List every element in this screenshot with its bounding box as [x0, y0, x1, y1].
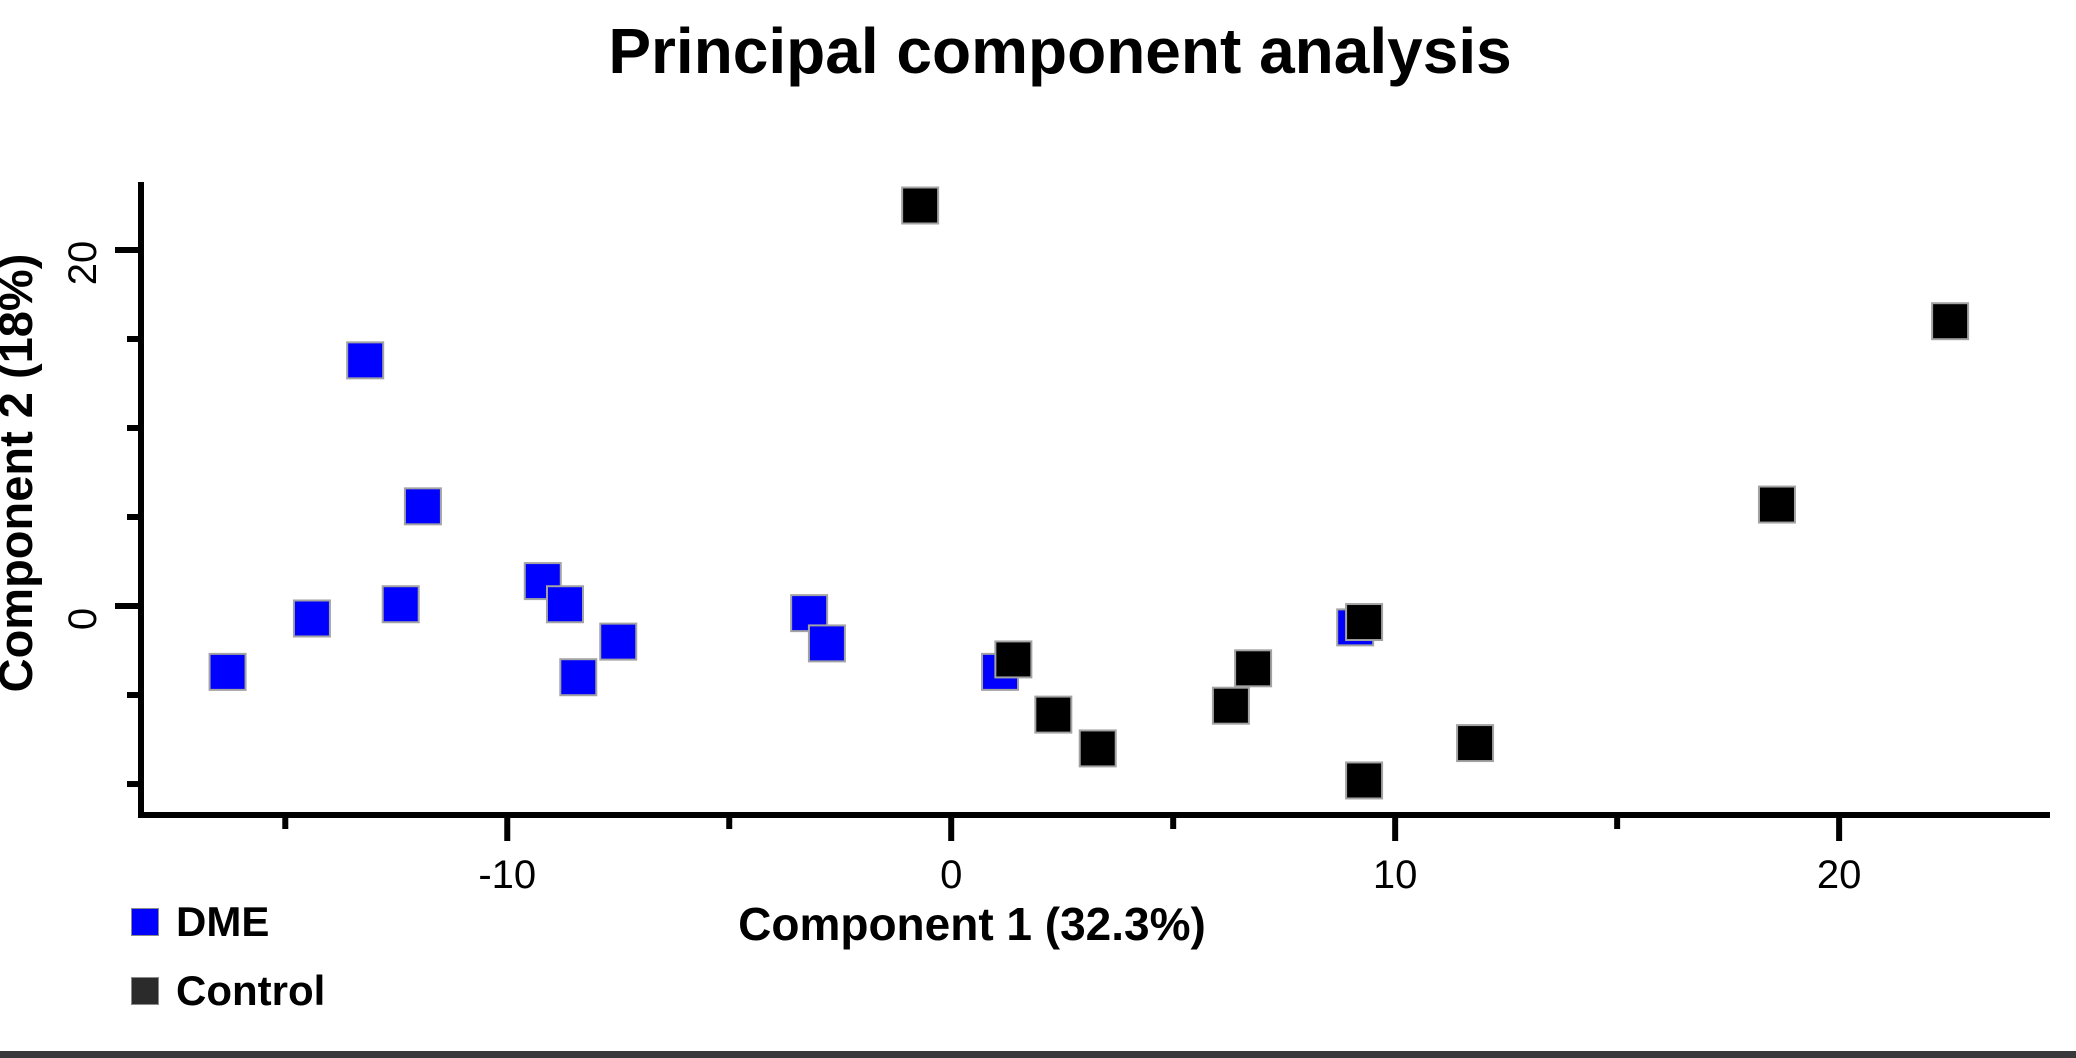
data-point-control	[1211, 686, 1250, 725]
data-point-dme	[807, 624, 846, 663]
data-point-dme	[599, 622, 638, 661]
data-point-dme	[292, 599, 331, 638]
legend: DME Control	[131, 901, 325, 1043]
y-tick-label: 0	[61, 608, 105, 630]
data-point-control	[1931, 302, 1970, 341]
chart-title: Principal component analysis	[608, 15, 1512, 87]
dme-swatch-icon	[131, 908, 159, 936]
x-tick-label: 0	[940, 853, 962, 897]
data-point-control	[1345, 603, 1384, 642]
legend-item-dme: DME	[131, 901, 325, 943]
data-point-control	[1078, 729, 1117, 768]
legend-label-dme: DME	[176, 898, 270, 945]
data-point-dme	[403, 487, 442, 526]
data-point-control	[994, 640, 1033, 679]
data-point-control	[1034, 695, 1073, 734]
x-tick-label: -10	[478, 853, 536, 897]
x-axis-title: Component 1 (32.3%)	[738, 898, 1206, 950]
y-tick-label: 20	[61, 241, 105, 286]
data-point-dme	[559, 658, 598, 697]
x-tick-label: 10	[1373, 853, 1418, 897]
bottom-divider-bar	[0, 1051, 2076, 1058]
legend-item-control: Control	[131, 970, 325, 1012]
y-axis-title: Component 2 (18%)	[0, 254, 42, 693]
data-point-control	[901, 186, 940, 225]
data-point-dme	[381, 585, 420, 624]
data-point-dme	[208, 652, 247, 691]
control-swatch-icon	[131, 977, 159, 1005]
data-point-dme	[545, 585, 584, 624]
data-point-dme	[346, 341, 385, 380]
data-point-control	[1757, 485, 1796, 524]
data-point-control	[1234, 649, 1273, 688]
data-point-control	[1456, 724, 1495, 763]
data-point-control	[1345, 761, 1384, 800]
x-tick-label: 20	[1817, 853, 1862, 897]
legend-label-control: Control	[176, 967, 326, 1014]
